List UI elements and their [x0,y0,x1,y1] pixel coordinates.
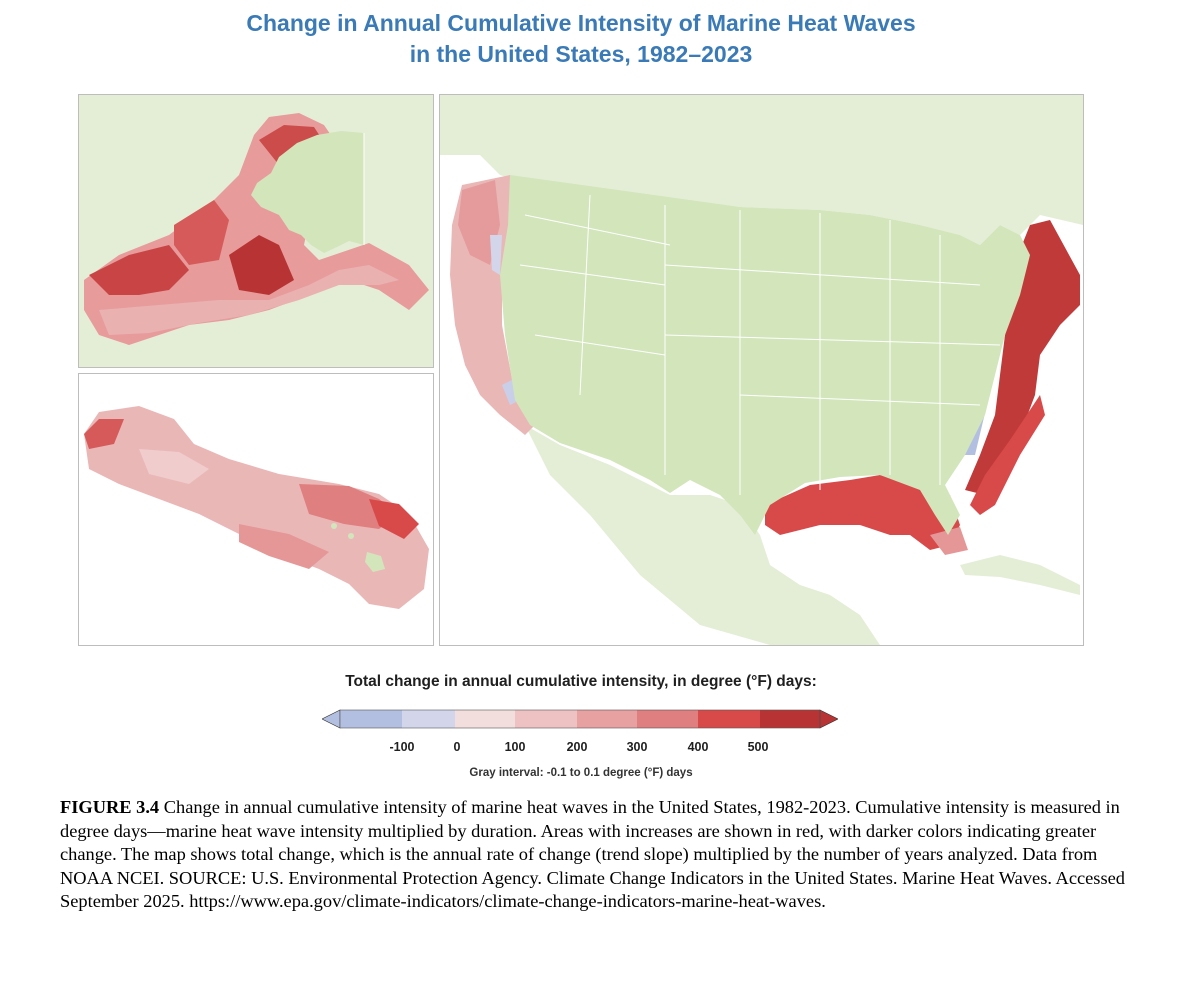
legend-tick-label: 100 [504,740,526,754]
legend-tick-label: 500 [747,740,769,754]
legend-swatch [402,710,455,728]
contiguous-us-map [439,94,1084,646]
legend-swatch [515,710,577,728]
legend-swatch [637,710,698,728]
title-line-2: in the United States, 1982–2023 [409,41,753,67]
alaska-inset-map [78,94,434,368]
figure-caption: FIGURE 3.4 Change in annual cumulative i… [60,796,1135,914]
legend-arrow-high [819,709,838,729]
color-legend-bar [322,709,838,729]
legend-tick-label: -100 [389,740,415,754]
title-line-1: Change in Annual Cumulative Intensity of… [246,10,916,36]
legend-tick-label: 300 [626,740,648,754]
figure-label: FIGURE 3.4 [60,797,160,817]
legend-tick-label: 200 [566,740,588,754]
gray-interval-note: Gray interval: -0.1 to 0.1 degree (°F) d… [469,767,693,779]
legend-swatch [577,710,637,728]
legend-swatch [340,710,402,728]
legend-arrow-low [322,709,341,729]
figure-title: Change in Annual Cumulative Intensity of… [0,8,1162,70]
legend-tick-label: 400 [687,740,709,754]
legend-tick-label: 0 [453,740,461,754]
legend-swatch [698,710,760,728]
legend-title: Total change in annual cumulative intens… [345,673,817,690]
hawaii-inset-map [78,373,434,646]
legend-swatch [455,710,515,728]
caption-text: Change in annual cumulative intensity of… [60,797,1125,911]
legend-swatch [760,710,820,728]
